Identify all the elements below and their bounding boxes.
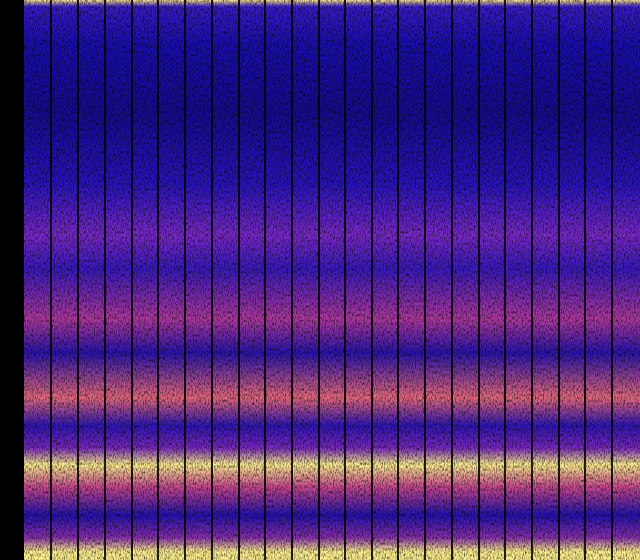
separator bbox=[211, 0, 213, 560]
separator bbox=[451, 0, 453, 560]
separator bbox=[291, 0, 293, 560]
separator bbox=[131, 0, 133, 560]
separator bbox=[397, 0, 399, 560]
separator bbox=[371, 0, 373, 560]
separator bbox=[478, 0, 480, 560]
separator bbox=[318, 0, 320, 560]
separator bbox=[611, 0, 613, 560]
column-separators bbox=[50, 0, 613, 560]
separator bbox=[238, 0, 240, 560]
separator bbox=[584, 0, 586, 560]
separator bbox=[104, 0, 106, 560]
separator bbox=[77, 0, 79, 560]
separator bbox=[344, 0, 346, 560]
separator bbox=[558, 0, 560, 560]
separator bbox=[424, 0, 426, 560]
separator bbox=[531, 0, 533, 560]
separator bbox=[264, 0, 266, 560]
noise-texture bbox=[24, 0, 640, 560]
separator bbox=[184, 0, 186, 560]
separator bbox=[157, 0, 159, 560]
separator bbox=[504, 0, 506, 560]
separator bbox=[50, 0, 52, 560]
